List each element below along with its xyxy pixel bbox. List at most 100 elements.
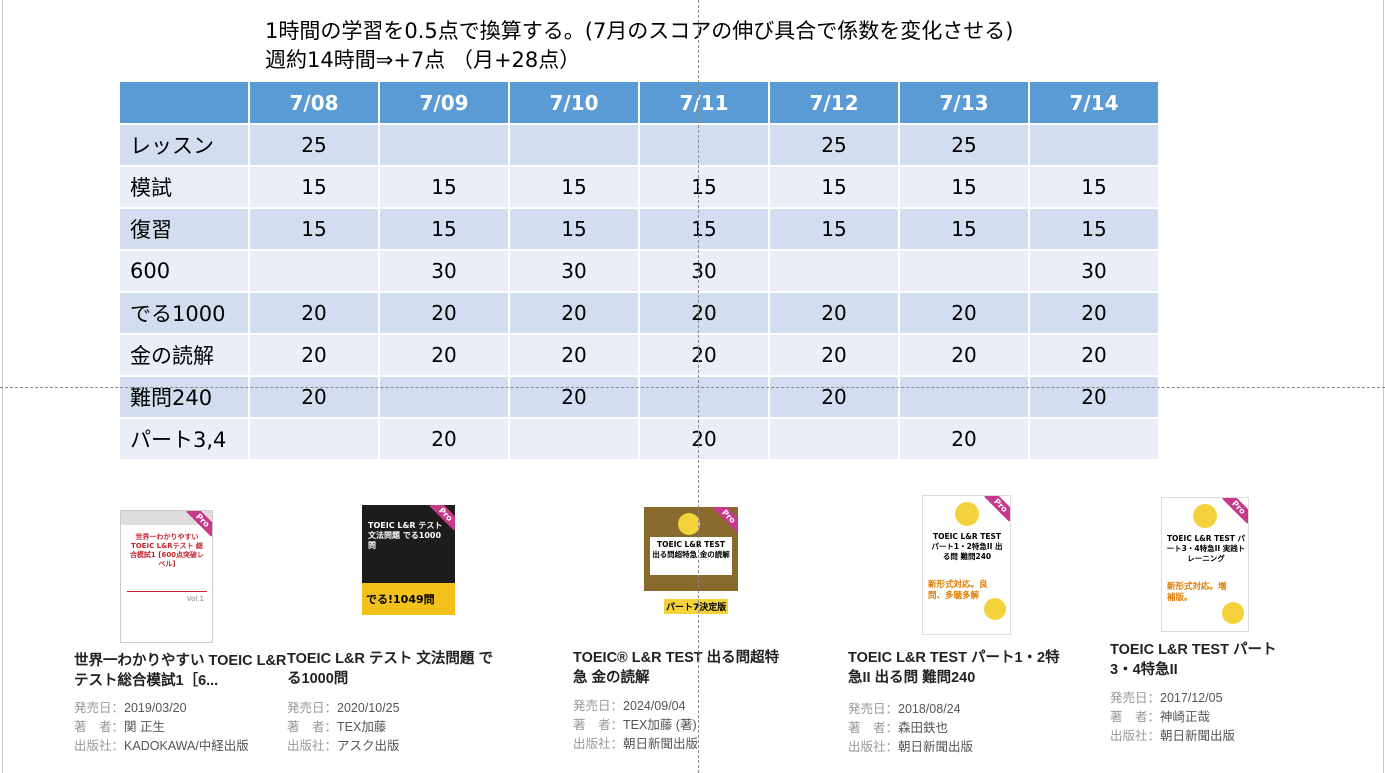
table-row: でる1000 20 20 20 20 20 20 20: [118, 291, 1160, 335]
slide-edge-right: [1383, 0, 1384, 773]
table-cell: 15: [1028, 165, 1160, 209]
row-label-cell: レッスン: [118, 123, 250, 167]
table-cell: 20: [898, 291, 1030, 335]
table-cell: [248, 249, 380, 293]
table-cell: 15: [638, 207, 770, 251]
guide-line-horizontal: [0, 387, 1385, 388]
book-title[interactable]: 世界一わかりやすい TOEIC L&Rテスト総合模試1［6...: [74, 653, 287, 689]
book-author: 著 者：TEX加藤 (著): [573, 718, 697, 732]
book-publisher: 出版社：朝日新聞出版: [848, 740, 974, 754]
pro-badge: Pro: [983, 496, 1010, 522]
table-cell: [508, 123, 640, 167]
header-cell-date: 7/10: [508, 80, 640, 125]
header-cell-date: 7/13: [898, 80, 1030, 125]
table-cell: 25: [248, 123, 380, 167]
header-cell-blank: [118, 80, 250, 125]
row-label-cell: 模試: [118, 165, 250, 209]
table-cell: 20: [508, 375, 640, 419]
pro-badge: Pro: [1221, 498, 1248, 524]
table-cell: 15: [768, 207, 900, 251]
table-cell: 20: [768, 333, 900, 377]
pro-badge: Pro: [711, 507, 738, 533]
header-cell-date: 7/12: [768, 80, 900, 125]
table-row: 模試 15 15 15 15 15 15 15: [118, 165, 1160, 209]
table-cell: 20: [1028, 291, 1160, 335]
note-line-1: 1時間の学習を0.5点で換算する。(7月のスコアの伸び具合で係数を変化させる): [265, 19, 1014, 43]
book-cover-image[interactable]: TOEIC L&R テスト 文法問題 でる1000問 でる!1049問 Pro: [362, 505, 455, 638]
book-author: 著 者：関 正生: [74, 720, 165, 734]
slide-edge-left: [2, 0, 3, 773]
table-cell: 25: [898, 123, 1030, 167]
table-cell: 15: [1028, 207, 1160, 251]
note-line-2: 週約14時間⇒+7点 （月+28点）: [265, 48, 581, 72]
row-label-cell: パート3,4: [118, 417, 250, 461]
header-cell-date: 7/09: [378, 80, 510, 125]
row-label-cell: 600: [118, 249, 250, 293]
table-cell: [378, 123, 510, 167]
row-label-cell: でる1000: [118, 291, 250, 335]
table-header-row: 7/08 7/09 7/10 7/11 7/12 7/13 7/14: [118, 80, 1160, 125]
table-cell: 15: [378, 207, 510, 251]
table-cell: [1028, 123, 1160, 167]
table-cell: 15: [898, 165, 1030, 209]
book-cover-image[interactable]: TOEIC L&R TEST 出る問超特急 金の読解 パート7決定版 Pro: [644, 507, 738, 640]
book-title[interactable]: TOEIC® L&R TEST 出る問超特急 金の読解: [573, 650, 780, 686]
book-cover-image[interactable]: 世界一わかりやすい TOEIC L&Rテスト 総合模試1 [600点突破レベル]…: [120, 510, 213, 643]
table-cell: [638, 123, 770, 167]
table-cell: [768, 249, 900, 293]
header-cell-date: 7/08: [248, 80, 380, 125]
header-cell-date: 7/14: [1028, 80, 1160, 125]
book-publisher: 出版社：KADOKAWA/中経出版: [74, 739, 249, 753]
table-cell: 20: [638, 333, 770, 377]
table-cell: 20: [768, 375, 900, 419]
book-publisher: 出版社：朝日新聞出版: [1110, 729, 1236, 743]
table-cell: 20: [378, 333, 510, 377]
table-row: 難問240 20 20 20 20: [118, 375, 1160, 419]
book-title[interactable]: TOEIC L&R テスト 文法問題 でる1000問: [287, 651, 493, 687]
table-cell: 20: [898, 417, 1030, 461]
table-cell: 15: [898, 207, 1030, 251]
table-cell: 20: [1028, 333, 1160, 377]
header-cell-date: 7/11: [638, 80, 770, 125]
table-cell: 15: [768, 165, 900, 209]
book-cover-image[interactable]: TOEIC L&R TEST パート1・2特急II 出る問 難問240 新形式対…: [922, 495, 1011, 635]
book-release: 発売日：2018/08/24: [848, 702, 961, 716]
table-cell: 25: [768, 123, 900, 167]
table-cell: 30: [1028, 249, 1160, 293]
table-cell: [248, 417, 380, 461]
table-cell: 20: [508, 291, 640, 335]
table-cell: 15: [508, 207, 640, 251]
table-cell: [1028, 417, 1160, 461]
book-cover-image[interactable]: TOEIC L&R TEST パート3・4特急II 実践トレーニング 新形式対応…: [1161, 497, 1249, 632]
table-cell: 30: [378, 249, 510, 293]
book-title[interactable]: TOEIC L&R TEST パート3・4特急II: [1110, 642, 1277, 678]
table-cell: 20: [248, 375, 380, 419]
table-cell: 15: [248, 207, 380, 251]
table-cell: 30: [638, 249, 770, 293]
table-cell: [378, 375, 510, 419]
table-cell: [898, 249, 1030, 293]
table-cell: [638, 375, 770, 419]
book-title[interactable]: TOEIC L&R TEST パート1・2特急II 出る問 難問240: [848, 650, 1060, 686]
book-author: 著 者：神崎正哉: [1110, 710, 1211, 724]
study-schedule-table: 7/08 7/09 7/10 7/11 7/12 7/13 7/14 レッスン 2…: [118, 80, 1160, 461]
table-row: パート3,4 20 20 20: [118, 417, 1160, 461]
table-cell: [508, 417, 640, 461]
table-cell: 20: [898, 333, 1030, 377]
row-label-cell: 金の読解: [118, 333, 250, 377]
book-release: 発売日：2019/03/20: [74, 701, 187, 715]
book-release: 発売日：2017/12/05: [1110, 691, 1223, 705]
table-cell: 20: [378, 417, 510, 461]
table-cell: 15: [248, 165, 380, 209]
row-label-cell: 難問240: [118, 375, 250, 419]
book-release: 発売日：2024/09/04: [573, 699, 686, 713]
table-cell: 15: [378, 165, 510, 209]
row-label-cell: 復習: [118, 207, 250, 251]
table-cell: 20: [378, 291, 510, 335]
book-publisher: 出版社：朝日新聞出版: [573, 737, 699, 751]
table-row: 金の読解 20 20 20 20 20 20 20: [118, 333, 1160, 377]
table-cell: 20: [638, 417, 770, 461]
table-cell: 20: [768, 291, 900, 335]
table-cell: [768, 417, 900, 461]
table-row: レッスン 25 25 25: [118, 123, 1160, 167]
